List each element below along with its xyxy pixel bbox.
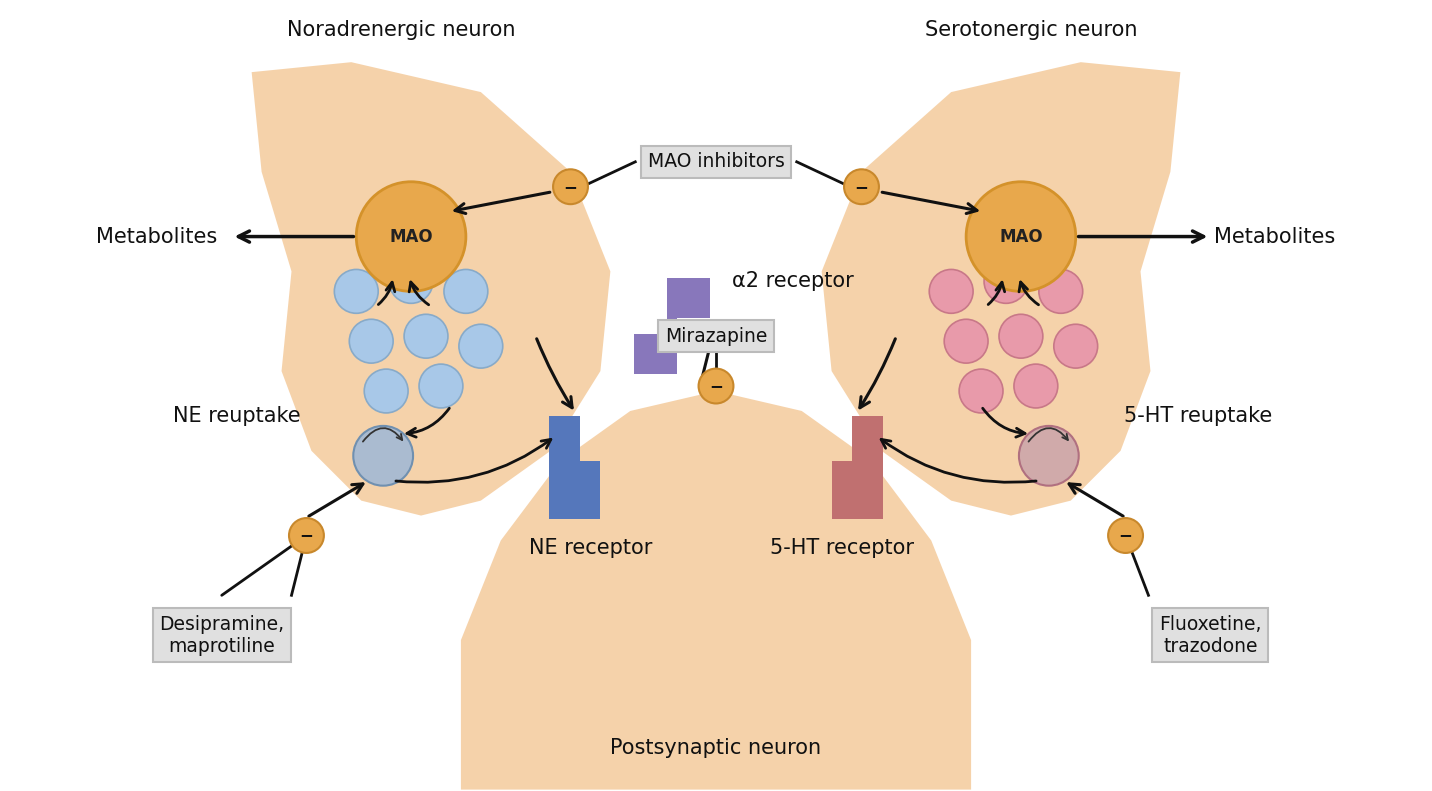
Text: MAO: MAO: [1000, 228, 1042, 245]
Polygon shape: [634, 335, 672, 374]
Circle shape: [390, 259, 432, 303]
Text: −: −: [299, 527, 314, 544]
Text: Postsynaptic neuron: Postsynaptic neuron: [610, 738, 822, 758]
Text: α2 receptor: α2 receptor: [732, 271, 853, 291]
Circle shape: [1038, 270, 1083, 313]
Circle shape: [929, 270, 974, 313]
Circle shape: [843, 169, 879, 204]
Circle shape: [364, 369, 408, 413]
Circle shape: [944, 320, 988, 363]
Text: Noradrenergic neuron: Noradrenergic neuron: [286, 21, 516, 40]
Circle shape: [334, 270, 378, 313]
Text: −: −: [709, 377, 723, 395]
Circle shape: [349, 320, 394, 363]
Text: Serotonergic neuron: Serotonergic neuron: [925, 21, 1137, 40]
Text: 5-HT reuptake: 5-HT reuptake: [1124, 406, 1273, 426]
Circle shape: [458, 324, 503, 368]
Text: Metabolites: Metabolites: [1214, 226, 1336, 247]
Text: MAO: MAO: [390, 228, 432, 245]
Polygon shape: [548, 461, 600, 519]
Text: NE receptor: NE receptor: [528, 539, 652, 558]
Circle shape: [984, 259, 1028, 303]
Circle shape: [1014, 364, 1058, 408]
Polygon shape: [672, 278, 710, 318]
Circle shape: [553, 169, 589, 204]
Polygon shape: [667, 278, 677, 374]
Circle shape: [444, 270, 488, 313]
Circle shape: [959, 369, 1002, 413]
Polygon shape: [832, 461, 884, 519]
Circle shape: [404, 314, 448, 358]
Circle shape: [1108, 518, 1143, 553]
Polygon shape: [252, 62, 610, 516]
Text: 5-HT receptor: 5-HT receptor: [769, 539, 914, 558]
Circle shape: [967, 182, 1075, 291]
Text: −: −: [1118, 527, 1133, 544]
Text: Desipramine,
maprotiline: Desipramine, maprotiline: [159, 615, 285, 656]
Circle shape: [357, 182, 465, 291]
Text: Mirazapine: Mirazapine: [664, 327, 768, 346]
Circle shape: [354, 426, 412, 486]
Text: −: −: [855, 178, 868, 195]
Circle shape: [1054, 324, 1098, 368]
Circle shape: [289, 518, 324, 553]
Polygon shape: [461, 391, 971, 789]
Circle shape: [699, 369, 733, 403]
Text: NE reuptake: NE reuptake: [173, 406, 301, 426]
Polygon shape: [852, 416, 884, 461]
Circle shape: [1000, 314, 1042, 358]
Text: Metabolites: Metabolites: [96, 226, 218, 247]
Circle shape: [1020, 426, 1078, 486]
Text: MAO inhibitors: MAO inhibitors: [647, 153, 785, 172]
Text: −: −: [564, 178, 577, 195]
Text: Fluoxetine,
trazodone: Fluoxetine, trazodone: [1158, 615, 1262, 656]
Polygon shape: [548, 416, 580, 461]
Polygon shape: [822, 62, 1180, 516]
Circle shape: [420, 364, 463, 408]
